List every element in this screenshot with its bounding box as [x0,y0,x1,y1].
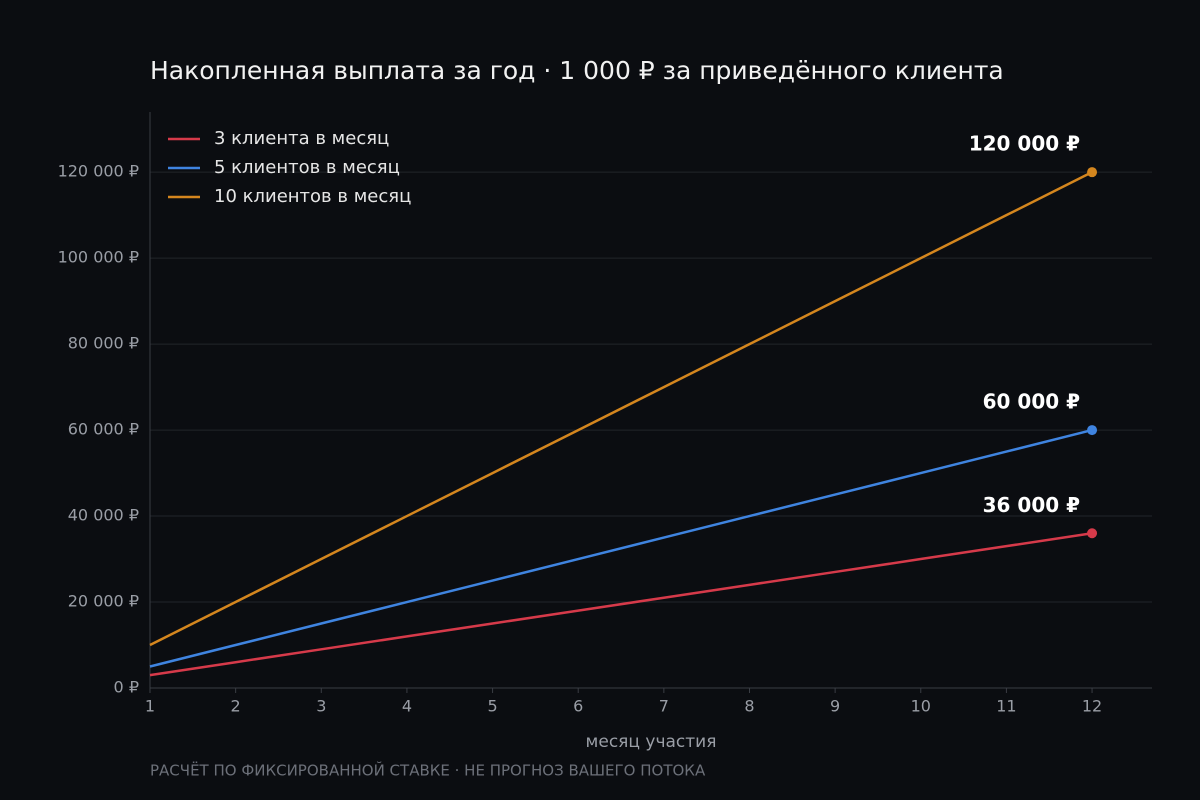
value-label: 120 000 ₽ [969,132,1080,156]
chart-title: Накопленная выплата за год · 1 000 ₽ за … [150,56,1004,85]
x-tick-label: 7 [659,697,669,716]
x-axis-label: месяц участия [586,732,717,752]
end-point [1087,528,1098,539]
value-label: 60 000 ₽ [983,390,1081,414]
y-tick-label: 120 000 ₽ [58,162,139,181]
y-tick-label: 60 000 ₽ [68,420,139,439]
y-tick-label: 100 000 ₽ [58,248,139,267]
x-tick-label: 11 [996,697,1016,716]
x-tick-label: 2 [231,697,241,716]
y-tick-label: 0 ₽ [114,678,139,697]
value-label: 36 000 ₽ [983,493,1081,517]
legend-label: 10 клиентов в месяц [214,186,411,207]
series-line [149,171,1093,647]
x-tick-label: 12 [1082,697,1102,716]
end-point [1087,167,1098,178]
series-line [149,428,1093,668]
x-tick-label: 1 [145,697,155,716]
x-tick-label: 10 [911,697,931,716]
y-tick-label: 80 000 ₽ [68,334,139,353]
y-tick-label: 20 000 ₽ [68,592,139,611]
legend-label: 3 клиента в месяц [214,128,389,149]
x-tick-label: 4 [402,697,412,716]
x-tick-label: 8 [744,697,754,716]
footnote: РАСЧЁТ ПО ФИКСИРОВАННОЙ СТАВКЕ · НЕ ПРОГ… [150,761,706,780]
x-tick-label: 3 [316,697,326,716]
legend-label: 5 клиентов в месяц [214,157,400,178]
x-tick-label: 5 [487,697,497,716]
x-tick-label: 6 [573,697,583,716]
series-line [149,532,1093,677]
y-tick-label: 40 000 ₽ [68,506,139,525]
x-tick-label: 9 [830,697,840,716]
end-point [1087,425,1098,436]
